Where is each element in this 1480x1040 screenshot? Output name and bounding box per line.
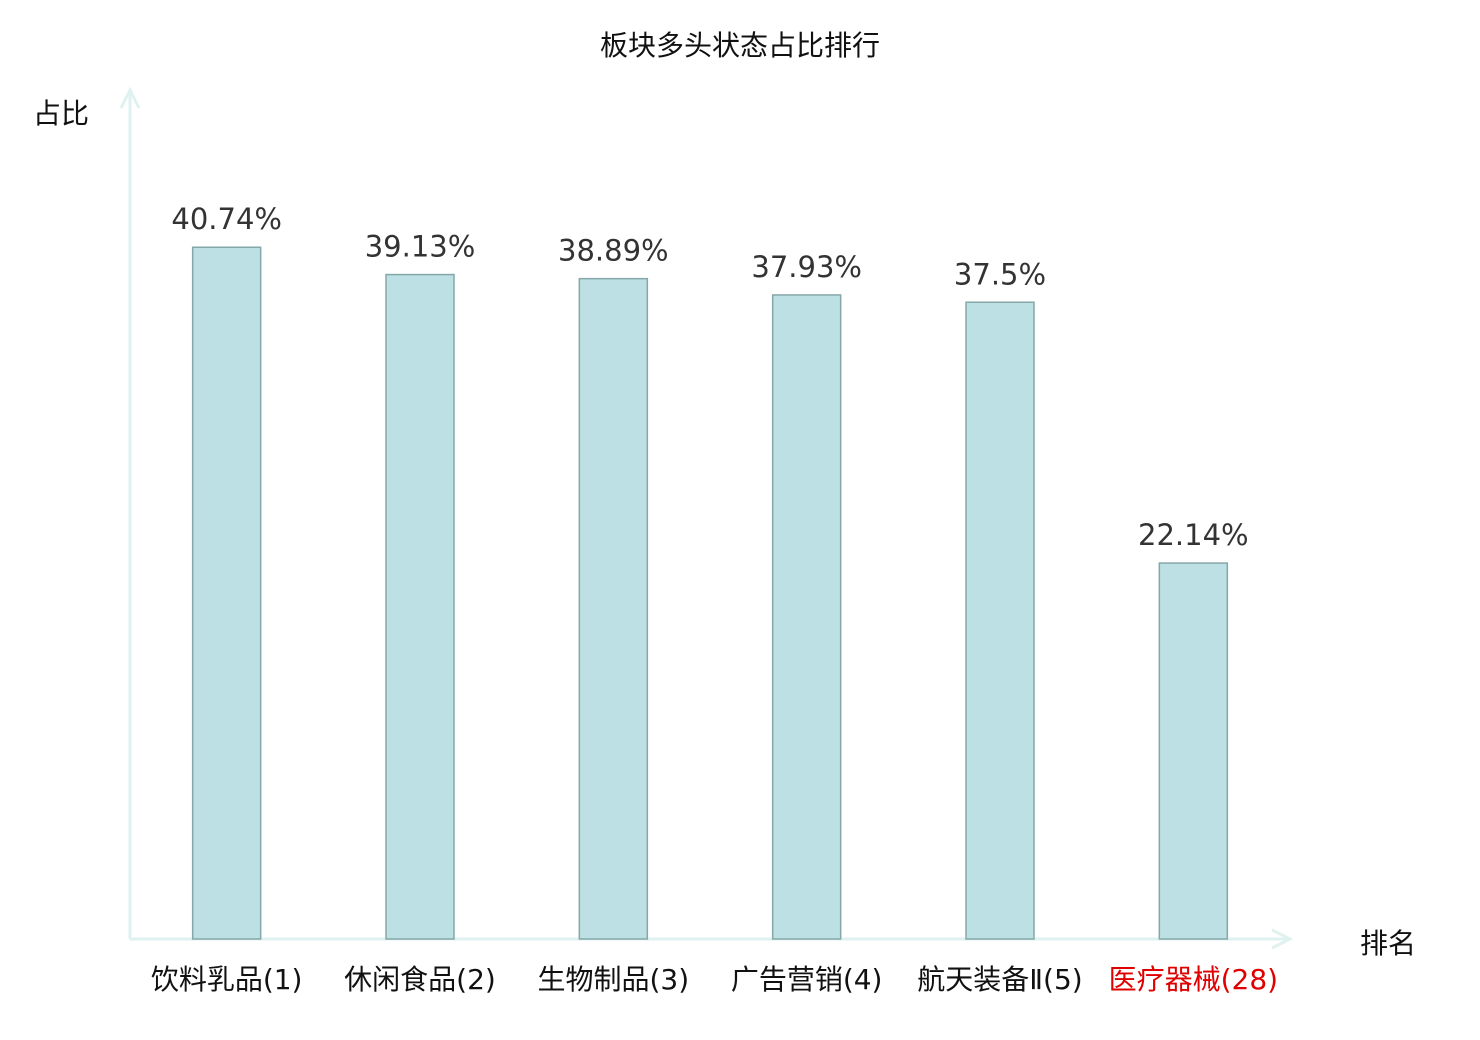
- bar: [191, 246, 262, 940]
- y-axis-arrow-icon: [119, 86, 141, 109]
- bar: [385, 273, 455, 940]
- y-axis-label: 占比: [33, 97, 90, 130]
- x-tick-label: 饮料乳品(1): [150, 963, 303, 996]
- data-label: 37.5%: [954, 257, 1046, 291]
- x-axis-label: 排名: [1360, 927, 1417, 960]
- x-axis-arrow-icon: [1271, 928, 1294, 950]
- x-tick-label: 航天装备Ⅱ(5): [917, 963, 1083, 996]
- data-label: 39.13%: [365, 230, 476, 264]
- data-label: 22.14%: [1138, 518, 1249, 552]
- bar: [578, 277, 649, 940]
- data-label: 37.93%: [751, 250, 862, 284]
- data-label: 40.74%: [171, 202, 282, 236]
- data-label: 38.89%: [558, 234, 669, 268]
- x-tick-label: 医疗器械(28): [1108, 963, 1279, 996]
- x-tick-label: 广告营销(4): [730, 963, 883, 996]
- bar: [965, 301, 1035, 940]
- bar: [771, 294, 842, 940]
- x-tick-label: 生物制品(3): [537, 963, 690, 996]
- x-tick-label: 休闲食品(2): [344, 963, 496, 996]
- bar: [1158, 562, 1229, 940]
- chart-title: 板块多头状态占比排行: [599, 29, 880, 62]
